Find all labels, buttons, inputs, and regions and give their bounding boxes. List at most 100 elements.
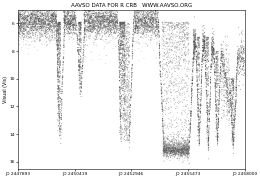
Point bbox=[167, 21, 171, 24]
Point bbox=[71, 10, 75, 13]
Point bbox=[54, 29, 58, 32]
Point bbox=[170, 42, 174, 45]
Point bbox=[46, 18, 50, 21]
Point bbox=[242, 64, 246, 67]
Point bbox=[153, 29, 158, 32]
Point bbox=[120, 40, 124, 43]
Point bbox=[206, 72, 210, 74]
Point bbox=[168, 36, 172, 39]
Point bbox=[106, 28, 110, 31]
Point bbox=[63, 20, 68, 23]
Point bbox=[187, 162, 191, 165]
Point bbox=[149, 15, 153, 18]
Point bbox=[119, 103, 123, 106]
Point bbox=[66, 17, 70, 20]
Point bbox=[27, 27, 31, 30]
Point bbox=[123, 65, 127, 68]
Point bbox=[118, 76, 122, 79]
Point bbox=[89, 18, 93, 20]
Point bbox=[204, 46, 208, 49]
Point bbox=[100, 14, 104, 17]
Point bbox=[150, 37, 154, 40]
Point bbox=[45, 19, 49, 22]
Point bbox=[146, 18, 150, 21]
Point bbox=[214, 63, 218, 66]
Point bbox=[114, 19, 118, 21]
Point bbox=[180, 148, 184, 151]
Point bbox=[186, 150, 190, 153]
Point bbox=[141, 17, 146, 20]
Point bbox=[191, 70, 195, 73]
Point bbox=[82, 39, 86, 42]
Point bbox=[133, 19, 138, 22]
Point bbox=[23, 16, 27, 18]
Point bbox=[17, 35, 21, 38]
Point bbox=[18, 12, 22, 15]
Point bbox=[35, 14, 39, 17]
Point bbox=[141, 10, 146, 13]
Point bbox=[56, 90, 61, 93]
Point bbox=[142, 19, 146, 21]
Point bbox=[208, 88, 212, 91]
Point bbox=[88, 24, 92, 27]
Point bbox=[238, 70, 243, 73]
Point bbox=[162, 132, 167, 135]
Point bbox=[105, 42, 109, 45]
Point bbox=[21, 32, 25, 35]
Point bbox=[55, 28, 60, 31]
Point bbox=[166, 149, 170, 152]
Point bbox=[178, 27, 182, 30]
Point bbox=[139, 36, 143, 38]
Point bbox=[213, 91, 217, 93]
Point bbox=[230, 135, 235, 138]
Point bbox=[197, 110, 202, 113]
Point bbox=[215, 59, 219, 62]
Point bbox=[162, 107, 166, 109]
Point bbox=[193, 28, 197, 31]
Point bbox=[148, 17, 152, 20]
Point bbox=[63, 24, 68, 26]
Point bbox=[164, 143, 168, 146]
Point bbox=[35, 30, 39, 33]
Point bbox=[206, 104, 210, 107]
Point bbox=[23, 24, 27, 27]
Point bbox=[214, 120, 219, 123]
Point bbox=[81, 64, 85, 67]
Point bbox=[174, 149, 178, 152]
Point bbox=[177, 61, 181, 64]
Point bbox=[190, 73, 194, 76]
Point bbox=[191, 57, 196, 60]
Point bbox=[106, 9, 110, 12]
Point bbox=[170, 135, 174, 138]
Point bbox=[34, 22, 38, 25]
Point bbox=[193, 46, 198, 49]
Point bbox=[105, 20, 109, 22]
Point bbox=[58, 127, 62, 130]
Point bbox=[20, 10, 24, 13]
Point bbox=[164, 127, 168, 129]
Point bbox=[139, 19, 144, 22]
Point bbox=[125, 139, 129, 141]
Point bbox=[146, 14, 150, 17]
Point bbox=[172, 150, 177, 153]
Point bbox=[82, 20, 87, 23]
Point bbox=[46, 15, 50, 18]
Point bbox=[110, 22, 114, 25]
Point bbox=[116, 34, 120, 37]
Point bbox=[119, 115, 123, 118]
Point bbox=[25, 22, 29, 25]
Point bbox=[56, 63, 60, 66]
Point bbox=[47, 27, 51, 30]
Point bbox=[183, 112, 187, 114]
Point bbox=[33, 17, 37, 20]
Point bbox=[77, 56, 81, 59]
Point bbox=[102, 25, 106, 28]
Point bbox=[21, 38, 25, 41]
Point bbox=[166, 148, 170, 151]
Point bbox=[57, 26, 62, 29]
Point bbox=[118, 113, 122, 116]
Point bbox=[168, 147, 172, 150]
Point bbox=[39, 20, 43, 23]
Point bbox=[77, 71, 81, 74]
Point bbox=[74, 33, 79, 36]
